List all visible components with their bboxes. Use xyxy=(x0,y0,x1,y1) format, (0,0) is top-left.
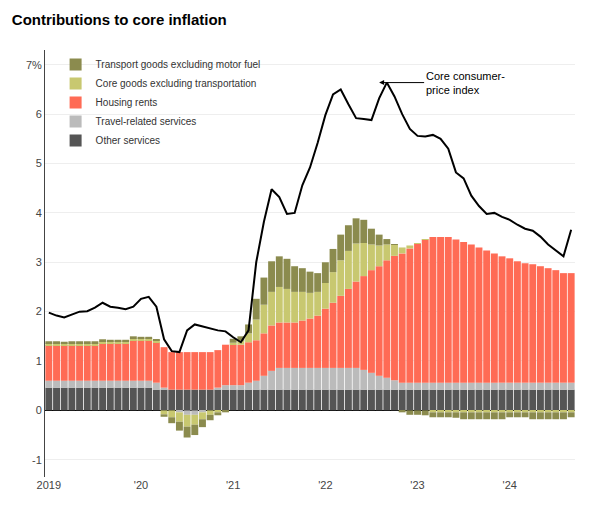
svg-text:-1: -1 xyxy=(32,454,42,466)
svg-text:'22: '22 xyxy=(318,479,332,491)
svg-text:Housing rents: Housing rents xyxy=(96,97,158,108)
svg-text:'23: '23 xyxy=(410,479,424,491)
svg-text:Contributions to core inflatio: Contributions to core inflation xyxy=(12,11,227,28)
svg-text:7%: 7% xyxy=(26,59,42,71)
svg-text:5: 5 xyxy=(36,157,42,169)
svg-text:'20: '20 xyxy=(134,479,148,491)
svg-text:6: 6 xyxy=(36,108,42,120)
svg-text:'24: '24 xyxy=(503,479,517,491)
svg-text:2: 2 xyxy=(36,305,42,317)
svg-text:1: 1 xyxy=(36,355,42,367)
svg-text:Core consumer-price index: Core consumer-price index xyxy=(426,70,505,96)
svg-text:2019: 2019 xyxy=(37,479,61,491)
svg-text:Travel-related services: Travel-related services xyxy=(96,116,197,127)
svg-text:4: 4 xyxy=(36,207,42,219)
svg-text:Transport goods excluding moto: Transport goods excluding motor fuel xyxy=(96,59,261,70)
svg-text:'21: '21 xyxy=(226,479,240,491)
svg-text:Other services: Other services xyxy=(96,135,160,146)
svg-text:Core goods excluding transport: Core goods excluding transportation xyxy=(96,78,257,89)
svg-text:3: 3 xyxy=(36,256,42,268)
svg-text:0: 0 xyxy=(36,404,42,416)
